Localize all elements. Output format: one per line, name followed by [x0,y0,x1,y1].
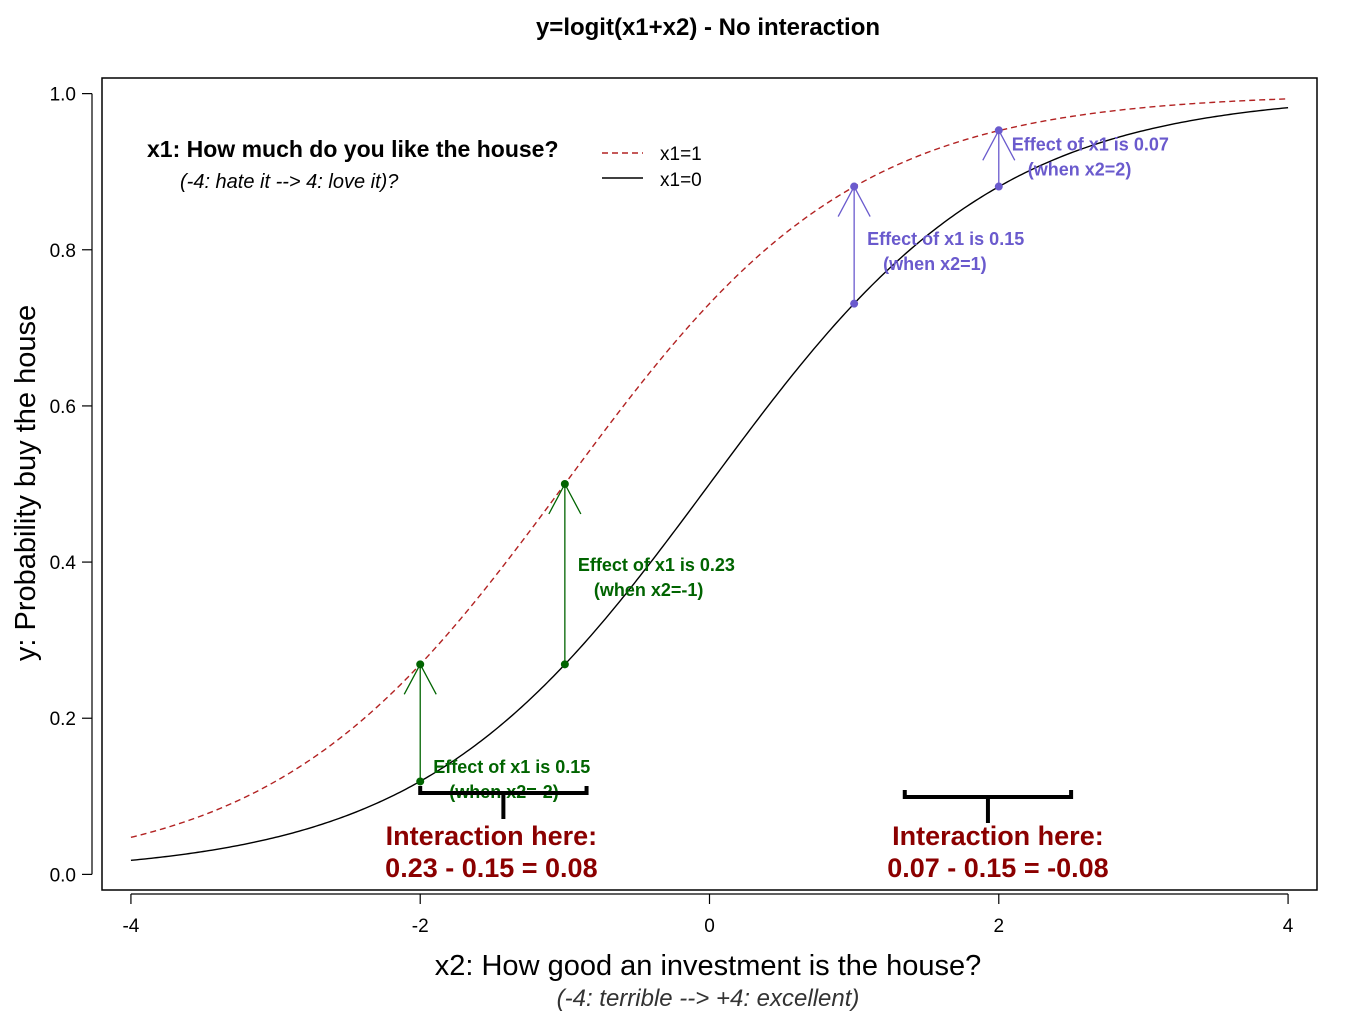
effect-arrow-head-right [419,664,437,695]
effects-layer: Effect of x1 is 0.15(when x2=-2)Effect o… [403,126,1169,802]
effect-label-value: Effect of x1 is 0.07 [1012,134,1169,154]
effect-point-high [560,480,569,488]
y-tick-label: 1.0 [50,85,76,106]
x-tick-label: -4 [122,916,139,937]
legend-title: x1: How much do you like the house? [147,136,559,162]
y-tick-label: 0.6 [50,397,76,418]
y-tick-label: 0.4 [50,553,77,574]
effect-label-condition: (when x2=1) [883,254,987,274]
legend-entry-x1-1: x1=1 [660,144,702,165]
effect-arrow-head-right [998,130,1016,161]
effect-arrow-head-left [403,664,421,695]
interaction-label-heading: Interaction here: [386,821,598,851]
effect-point-low [850,299,859,308]
effect-label-value: Effect of x1 is 0.15 [867,229,1024,249]
x-axis-label: x2: How good an investment is the house? [435,950,982,982]
x-tick-label: 4 [1283,916,1294,937]
y-tick-label: 0.0 [50,865,76,886]
effect-arrow-head-left [837,186,855,217]
effect-point-high [994,126,1003,135]
effect-arrow-head-right [564,483,582,515]
chart-title: y=logit(x1+x2) - No interaction [536,14,880,41]
interaction-label-value: 0.07 - 0.15 = -0.08 [887,853,1108,883]
series-line-x1-0 [130,106,1289,862]
y-tick-label: 0.2 [50,709,76,730]
effect-label-condition: (when x2=-1) [594,580,704,600]
legend-subtitle: (-4: hate it --> 4: love it)? [180,171,399,193]
y-tick-label: 0.8 [50,241,76,262]
effect-point-high [416,660,425,669]
x-tick-label: -2 [412,916,429,937]
effect-point-low [416,777,425,786]
x-tick-label: 2 [993,916,1004,937]
effect-arrow-head-left [548,483,566,515]
x-axis-sublabel: (-4: terrible --> +4: excellent) [557,985,860,1012]
effect-point-low [560,660,569,669]
effect-arrow-head-right [853,186,871,217]
x-tick-label: 0 [704,916,715,937]
effect-arrow-head-left [982,130,1000,161]
series-layer [130,98,1289,862]
interactions-layer: Interaction here:0.23 - 0.15 = 0.08Inter… [385,786,1109,883]
effect-point-high [850,182,859,191]
x-axis: -4 -2 0 2 4 [122,893,1294,937]
series-line-x1-1 [130,98,1289,839]
effect-label-value: Effect of x1 is 0.15 [433,757,590,777]
interaction-label-heading: Interaction here: [892,821,1104,851]
interaction-bracket [902,790,1074,799]
y-axis-label: y: Probability buy the house [10,305,42,661]
interaction-label-value: 0.23 - 0.15 = 0.08 [385,853,597,883]
effect-label-condition: (when x2=2) [1028,159,1132,179]
effect-point-low [994,182,1003,191]
effect-label-value: Effect of x1 is 0.23 [578,555,735,575]
plot-area [101,77,1318,891]
legend: x1: How much do you like the house? (-4:… [147,136,702,193]
y-axis: 0.0 0.2 0.4 0.6 0.8 1.0 [50,85,93,886]
legend-entry-x1-0: x1=0 [660,170,702,191]
